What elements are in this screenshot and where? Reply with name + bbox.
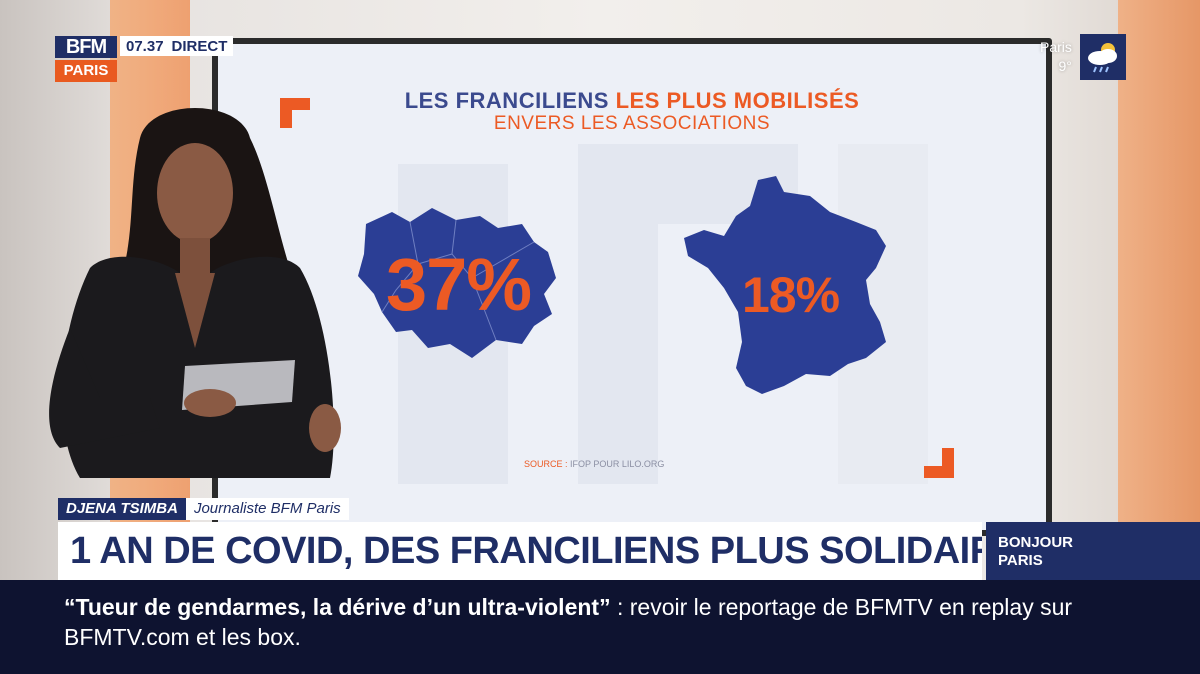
title-part-orange: LES PLUS MOBILISÉS [615,88,860,113]
show-name-line2: PARIS [998,552,1043,569]
presenter-role: Journaliste BFM Paris [185,498,349,520]
logo-bfm-text: BFM [55,36,117,58]
ticker-quote: “Tueur de gendarmes, la dérive d’un ultr… [64,594,611,620]
source-credit: SOURCE : IFOP POUR LILO.ORG [524,459,664,469]
source-label: SOURCE : [524,459,568,469]
weather-temperature: 9° [1058,58,1072,74]
weather-city: Paris [1040,39,1072,55]
ile-de-france-percentage: 37% [386,243,532,326]
france-percentage: 18% [742,267,840,323]
presenter-name: DJENA TSIMBA [58,498,186,520]
news-ticker: “Tueur de gendarmes, la dérive d’un ultr… [0,580,1200,674]
presenter-image [49,108,341,478]
show-badge: BONJOUR PARIS [986,522,1200,580]
live-label: DIRECT [169,37,234,55]
studio-pillar-right [1118,0,1200,580]
ile-de-france-map [358,208,556,358]
time-live-bar: 07.37 DIRECT [120,36,234,56]
title-part-blue: LES FRANCILIENS [404,88,609,113]
corner-bracket-bottom-right [924,448,954,478]
headline-banner: 1 AN DE COVID, DES FRANCILIENS PLUS SOLI… [58,522,982,580]
infographic-subtitle: ENVERS LES ASSOCIATIONS [493,113,771,134]
sun-cloud-rain-icon [1079,34,1126,80]
ticker-text: : revoir le reportage de BFMTV en replay… [64,594,1073,650]
france-map [684,176,886,394]
presenter-nameplate: DJENA TSIMBA Journaliste BFM Paris [58,498,349,520]
show-name-line1: BONJOUR [998,534,1074,551]
bfm-paris-logo: BFM PARIS [55,36,117,82]
logo-paris-text: PARIS [55,60,117,82]
corner-bracket-top-left [280,98,310,128]
source-text: IFOP POUR LILO.ORG [570,459,665,469]
infographic-screen: LES FRANCILIENS LES PLUS MOBILISÉS ENVER… [212,38,1052,536]
weather-widget: Paris 9° [1040,34,1126,80]
weather-text: Paris 9° [1040,38,1072,76]
clock-time: 07.37 [126,37,164,55]
infographic-title: LES FRANCILIENS LES PLUS MOBILISÉS [218,88,1046,114]
